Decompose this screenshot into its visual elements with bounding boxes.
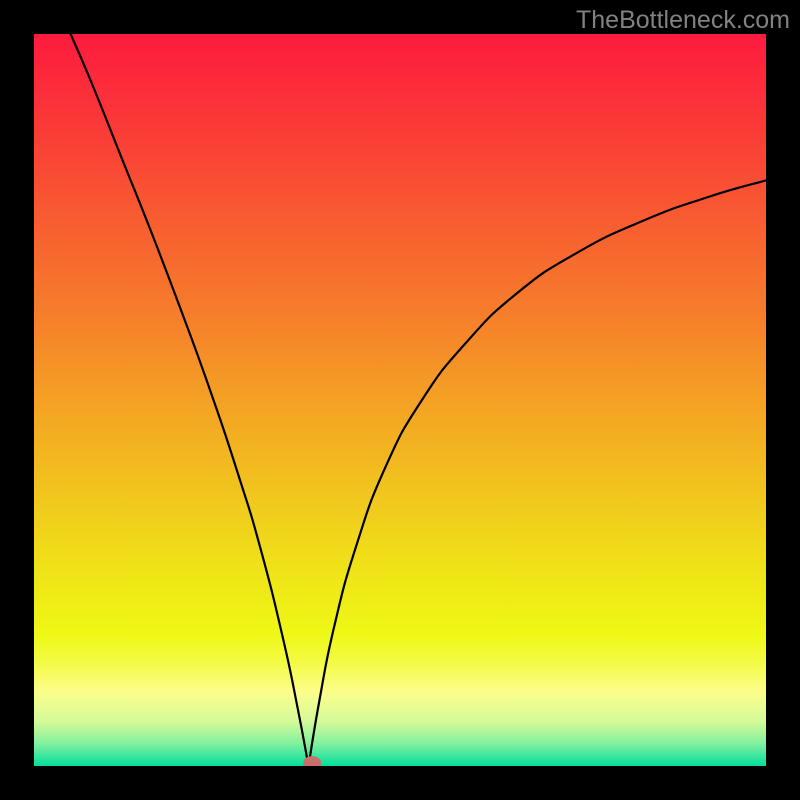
plot-area — [34, 34, 766, 766]
chart-svg — [34, 34, 766, 766]
gradient-background — [34, 34, 766, 766]
watermark-text: TheBottleneck.com — [576, 6, 790, 35]
chart-frame: TheBottleneck.com — [0, 0, 800, 800]
